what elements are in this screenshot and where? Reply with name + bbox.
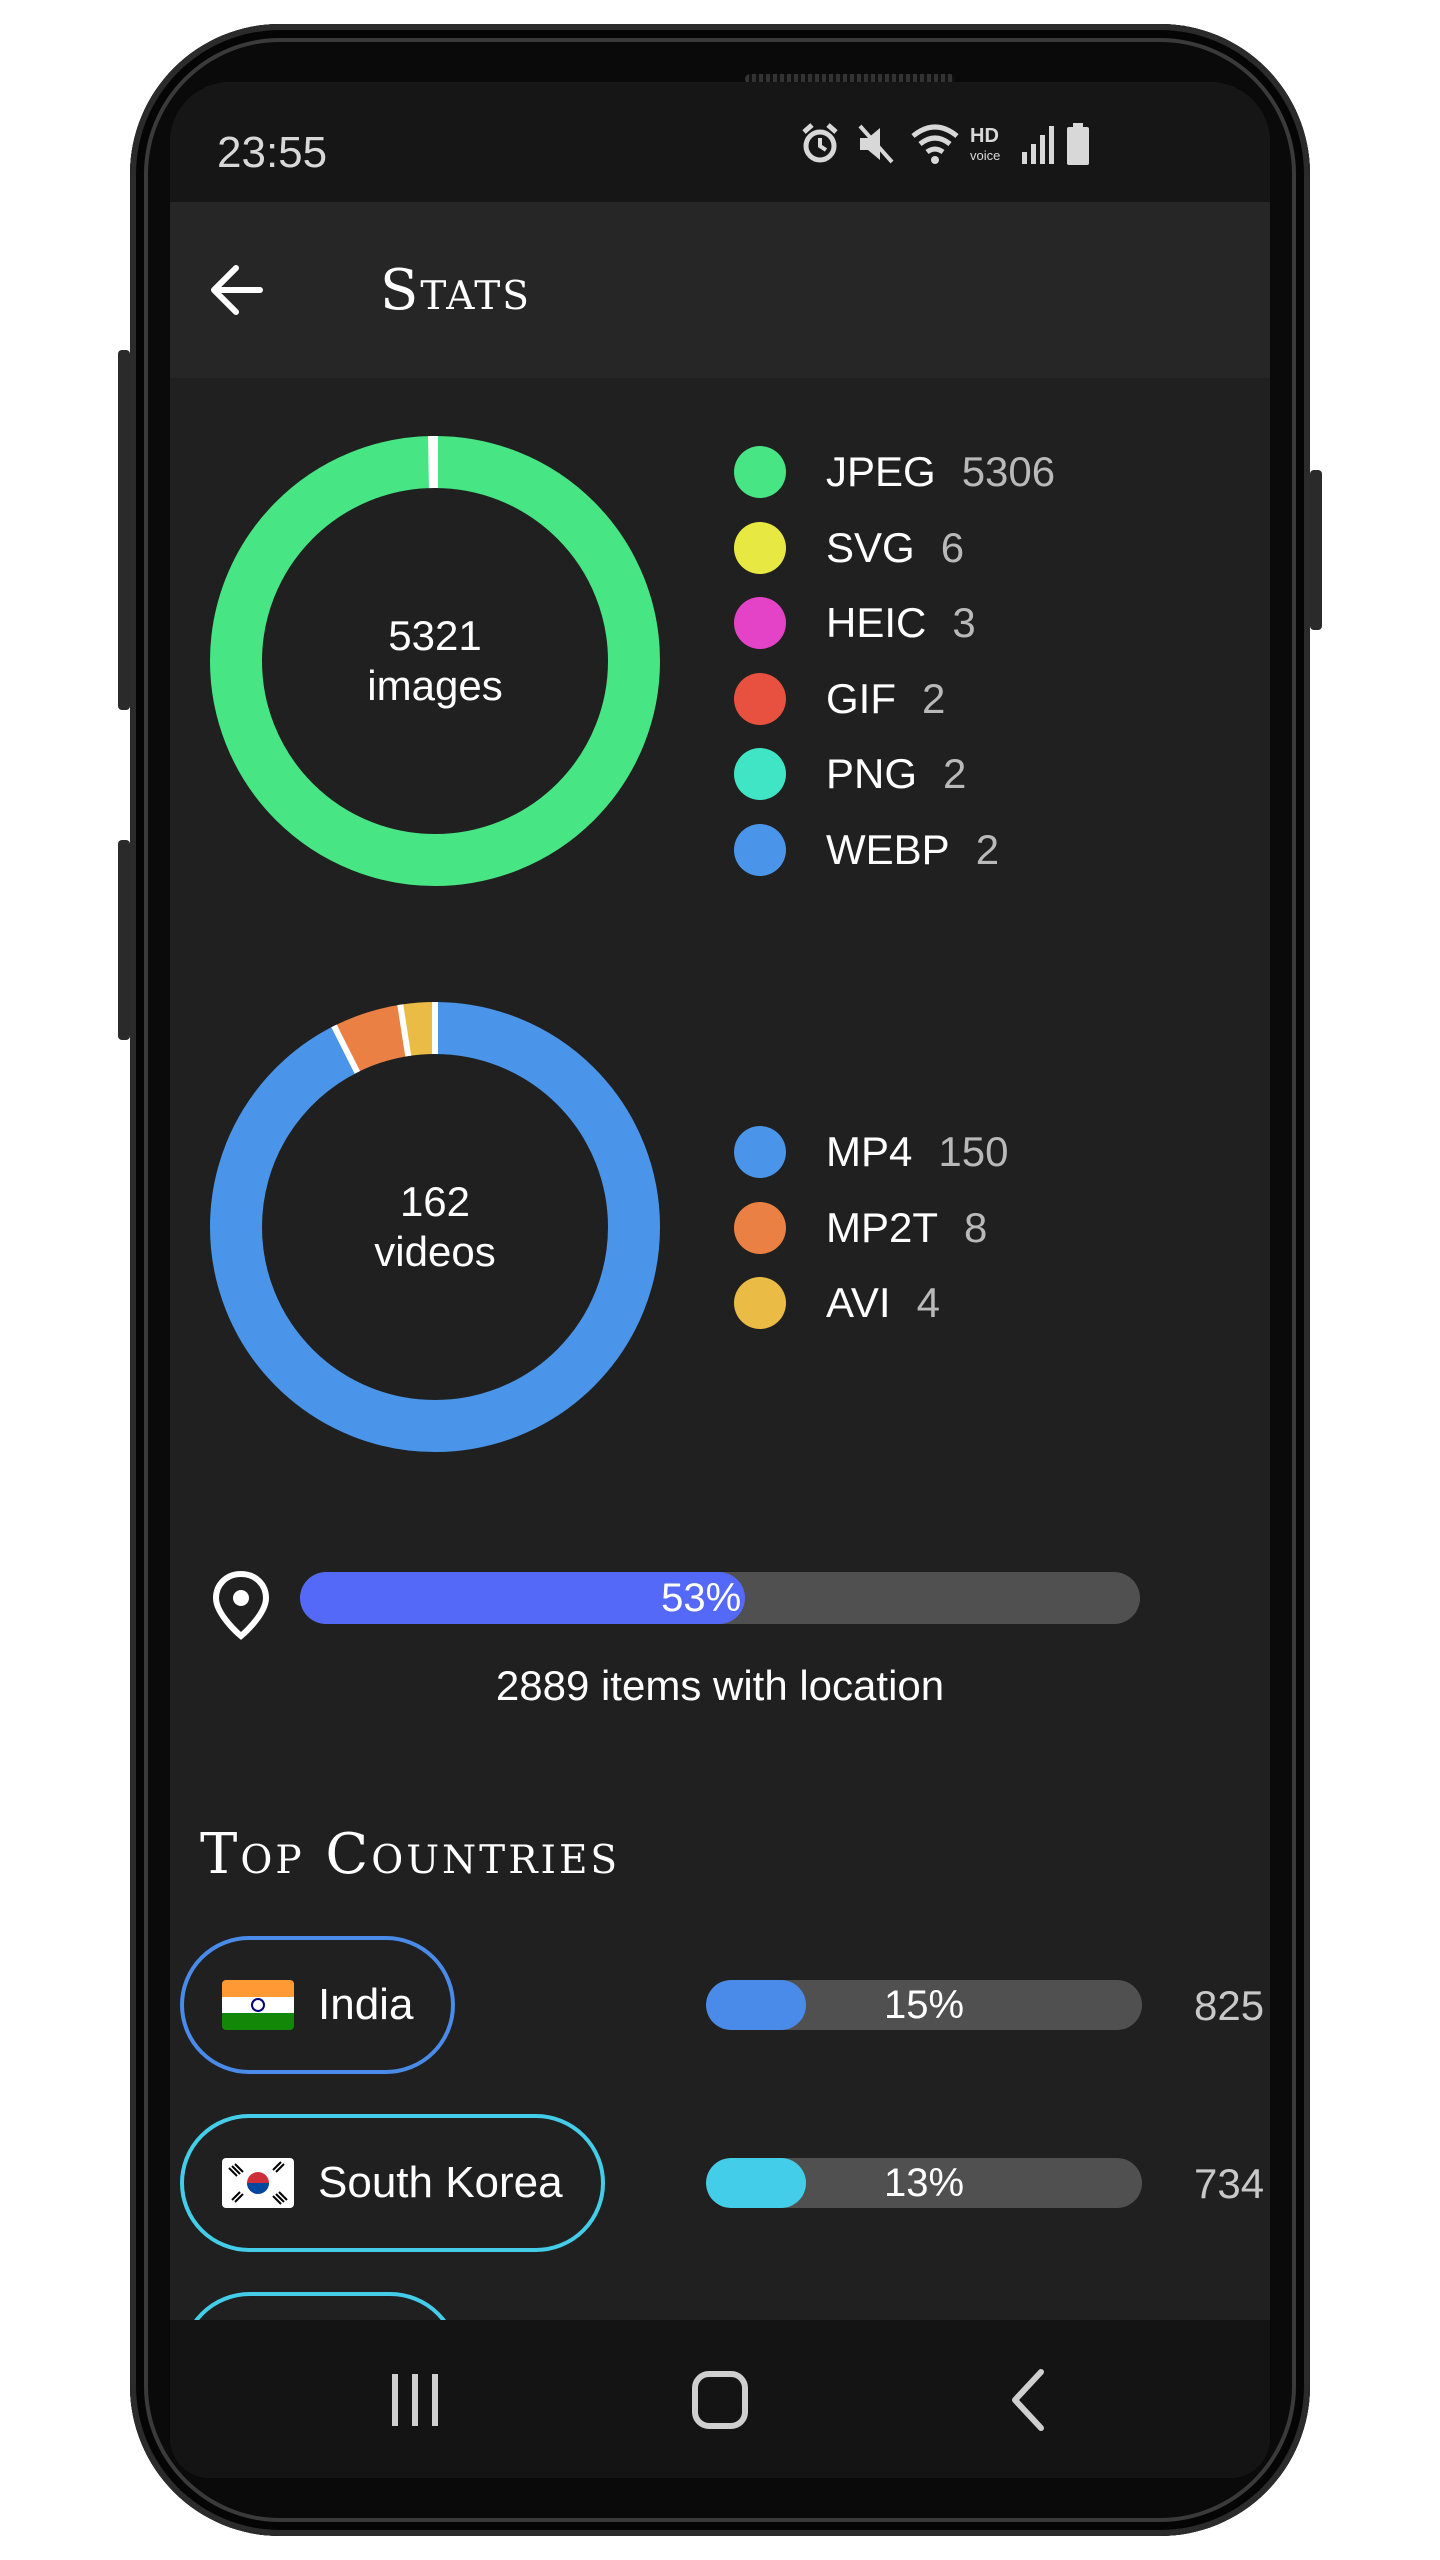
legend-count: 2 — [922, 674, 946, 722]
legend-count: 3 — [952, 599, 976, 646]
images-donut: 5321 images — [210, 435, 660, 886]
legend-dot — [734, 672, 786, 725]
country-name: South Korea — [318, 2158, 563, 2207]
videos-donut-chart — [210, 1002, 660, 1452]
screen: 23:55 HD voice — [170, 82, 1270, 2478]
legend-count: 6 — [940, 523, 965, 571]
videos-slice-separator — [397, 1004, 412, 1057]
status-bar: 23:55 HD voice — [170, 82, 1270, 202]
side-button — [118, 350, 130, 710]
wifi-icon — [911, 124, 959, 164]
legend-count: 2 — [943, 750, 967, 797]
country-progress-bar: 15% — [706, 1980, 1142, 2030]
images-legend-item: GIF 2 — [734, 672, 946, 725]
location-percent: 53% — [661, 1575, 742, 1620]
videos-total-unit: videos — [374, 1228, 496, 1275]
legend-label: MP4 — [826, 1128, 913, 1175]
country-percent: 15% — [883, 1982, 965, 2027]
app-bar: Stats — [170, 202, 1270, 378]
images-legend-item: JPEG 5306 — [734, 446, 1055, 498]
alarm-icon — [802, 123, 838, 163]
videos-total-count: 162 — [399, 1178, 471, 1225]
legend-label: MP2T — [826, 1203, 939, 1251]
earpiece — [745, 74, 955, 84]
images-legend-item: PNG 2 — [734, 748, 966, 800]
mute-icon — [858, 124, 894, 164]
country-progress-fill — [706, 1980, 807, 2030]
images-total-count: 5321 — [388, 612, 482, 659]
home-icon[interactable] — [675, 2360, 765, 2440]
location-progress-fill — [300, 1572, 746, 1624]
legend-dot — [734, 1277, 786, 1329]
svg-text:HD: HD — [970, 125, 999, 147]
videos-total: 162 videos — [210, 1002, 660, 1452]
country-progress-bar: 13% — [706, 2158, 1142, 2208]
legend-dot — [734, 597, 786, 649]
page-title: Stats — [380, 258, 532, 323]
status-time: 23:55 — [217, 128, 328, 177]
legend-count: 5306 — [961, 448, 1056, 495]
svg-text:voice: voice — [970, 148, 1000, 163]
top-countries-title: Top Countries — [200, 1822, 621, 1887]
images-total-unit: images — [367, 662, 503, 709]
location-progress-bar: 53% — [300, 1572, 1140, 1624]
legend-count: 150 — [938, 1128, 1009, 1175]
country-chip-india[interactable]: India — [180, 1936, 456, 2074]
country-name: India — [318, 1980, 414, 2029]
legend-dot — [734, 446, 786, 498]
legend-label: JPEG — [826, 448, 936, 495]
battery-icon — [1067, 123, 1089, 165]
country-count: 825 — [1194, 1982, 1265, 2029]
india-flag-icon — [222, 1980, 294, 2030]
location-caption: 2889 items with location — [495, 1662, 945, 1709]
legend-count: 4 — [916, 1279, 940, 1326]
signal-icon — [1022, 126, 1054, 164]
legend-label: SVG — [826, 523, 915, 571]
legend-dot — [734, 1201, 786, 1254]
legend-dot — [734, 521, 786, 574]
location-pin-icon — [212, 1570, 270, 1640]
videos-donut: 162 videos — [210, 1002, 660, 1452]
images-legend-item: SVG 6 — [734, 521, 965, 574]
legend-dot — [734, 748, 786, 800]
legend-dot — [734, 1126, 786, 1178]
images-legend-item: HEIC 3 — [734, 597, 976, 649]
back-icon[interactable] — [985, 2360, 1075, 2440]
legend-label: AVI — [826, 1279, 891, 1326]
videos-legend-item: MP2T 8 — [734, 1201, 988, 1254]
images-donut-chart — [210, 435, 660, 886]
legend-label: WEBP — [826, 825, 950, 873]
videos-slice-separator — [331, 1024, 361, 1074]
side-button — [118, 840, 130, 1040]
arrow-left-icon[interactable] — [200, 250, 280, 330]
legend-label: HEIC — [826, 599, 927, 646]
videos-legend-item: MP4 150 — [734, 1126, 1008, 1178]
hd-voice-icon: HD voice — [970, 125, 1000, 163]
images-legend-item: WEBP 2 — [734, 823, 1000, 876]
south-korea-flag-icon — [222, 2158, 294, 2208]
legend-count: 8 — [964, 1203, 988, 1251]
legend-label: PNG — [826, 750, 918, 797]
side-button — [1310, 470, 1322, 630]
country-chip-south-korea[interactable]: South Korea — [180, 2114, 605, 2252]
videos-legend-item: AVI 4 — [734, 1277, 940, 1329]
recent-apps-icon[interactable] — [370, 2360, 460, 2440]
navigation-bar — [170, 2320, 1270, 2478]
legend-dot — [734, 823, 786, 876]
images-total: 5321 images — [210, 436, 660, 886]
legend-count: 2 — [975, 825, 1000, 873]
country-percent: 13% — [883, 2160, 965, 2205]
country-progress-fill — [706, 2158, 807, 2208]
country-count: 734 — [1194, 2160, 1265, 2207]
legend-label: GIF — [826, 674, 896, 722]
